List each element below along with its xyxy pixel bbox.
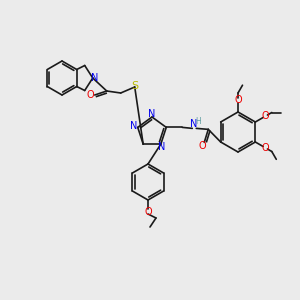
Text: N: N <box>148 109 156 119</box>
Text: O: O <box>234 95 242 105</box>
Text: O: O <box>262 143 269 153</box>
Text: N: N <box>190 119 197 129</box>
Text: O: O <box>262 111 269 121</box>
Text: O: O <box>144 207 152 217</box>
Text: H: H <box>195 117 201 126</box>
Text: S: S <box>131 81 138 91</box>
Text: N: N <box>158 142 166 152</box>
Text: N: N <box>91 73 98 83</box>
Text: N: N <box>130 122 137 131</box>
Text: O: O <box>87 90 94 100</box>
Text: O: O <box>199 141 206 152</box>
